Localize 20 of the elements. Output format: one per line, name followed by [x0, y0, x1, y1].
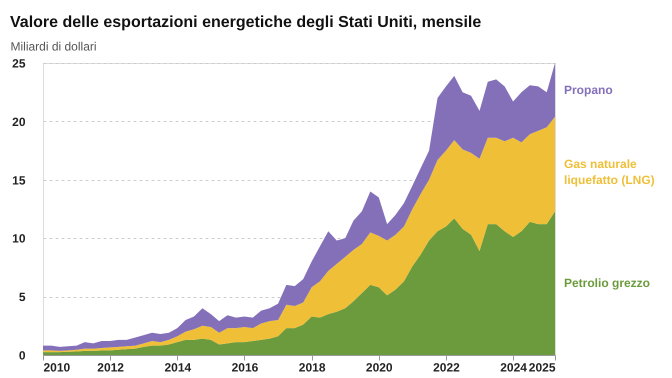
x-tick-label: 2024 [500, 360, 528, 374]
x-tick-label: 2020 [366, 360, 393, 374]
x-tick-label: 2014 [164, 360, 192, 374]
x-tick-label: 2010 [44, 360, 71, 374]
series-label: Petrolio grezzo [564, 276, 650, 290]
y-tick-label: 0 [18, 348, 26, 362]
x-tick-label: 2016 [232, 360, 259, 374]
y-tick-label: 5 [18, 290, 26, 304]
y-axis-title: Miliardi di dollari [10, 40, 97, 54]
y-tick-label: 10 [12, 232, 26, 246]
chart-title: Valore delle esportazioni energetiche degli Stati Uniti, mensile [10, 14, 482, 31]
y-tick-label: 20 [12, 114, 26, 129]
x-tick-label: 2022 [433, 360, 460, 374]
x-tick-label: 2018 [298, 360, 326, 374]
x-tick-label: 2025 [528, 360, 556, 374]
y-tick-label: 15 [12, 173, 26, 188]
series-label: Propano [564, 82, 613, 97]
x-tick-label: 2012 [97, 360, 124, 374]
series-label: Gas naturale liquefatto (LNG) [564, 157, 655, 188]
y-tick-label: 25 [12, 56, 26, 70]
